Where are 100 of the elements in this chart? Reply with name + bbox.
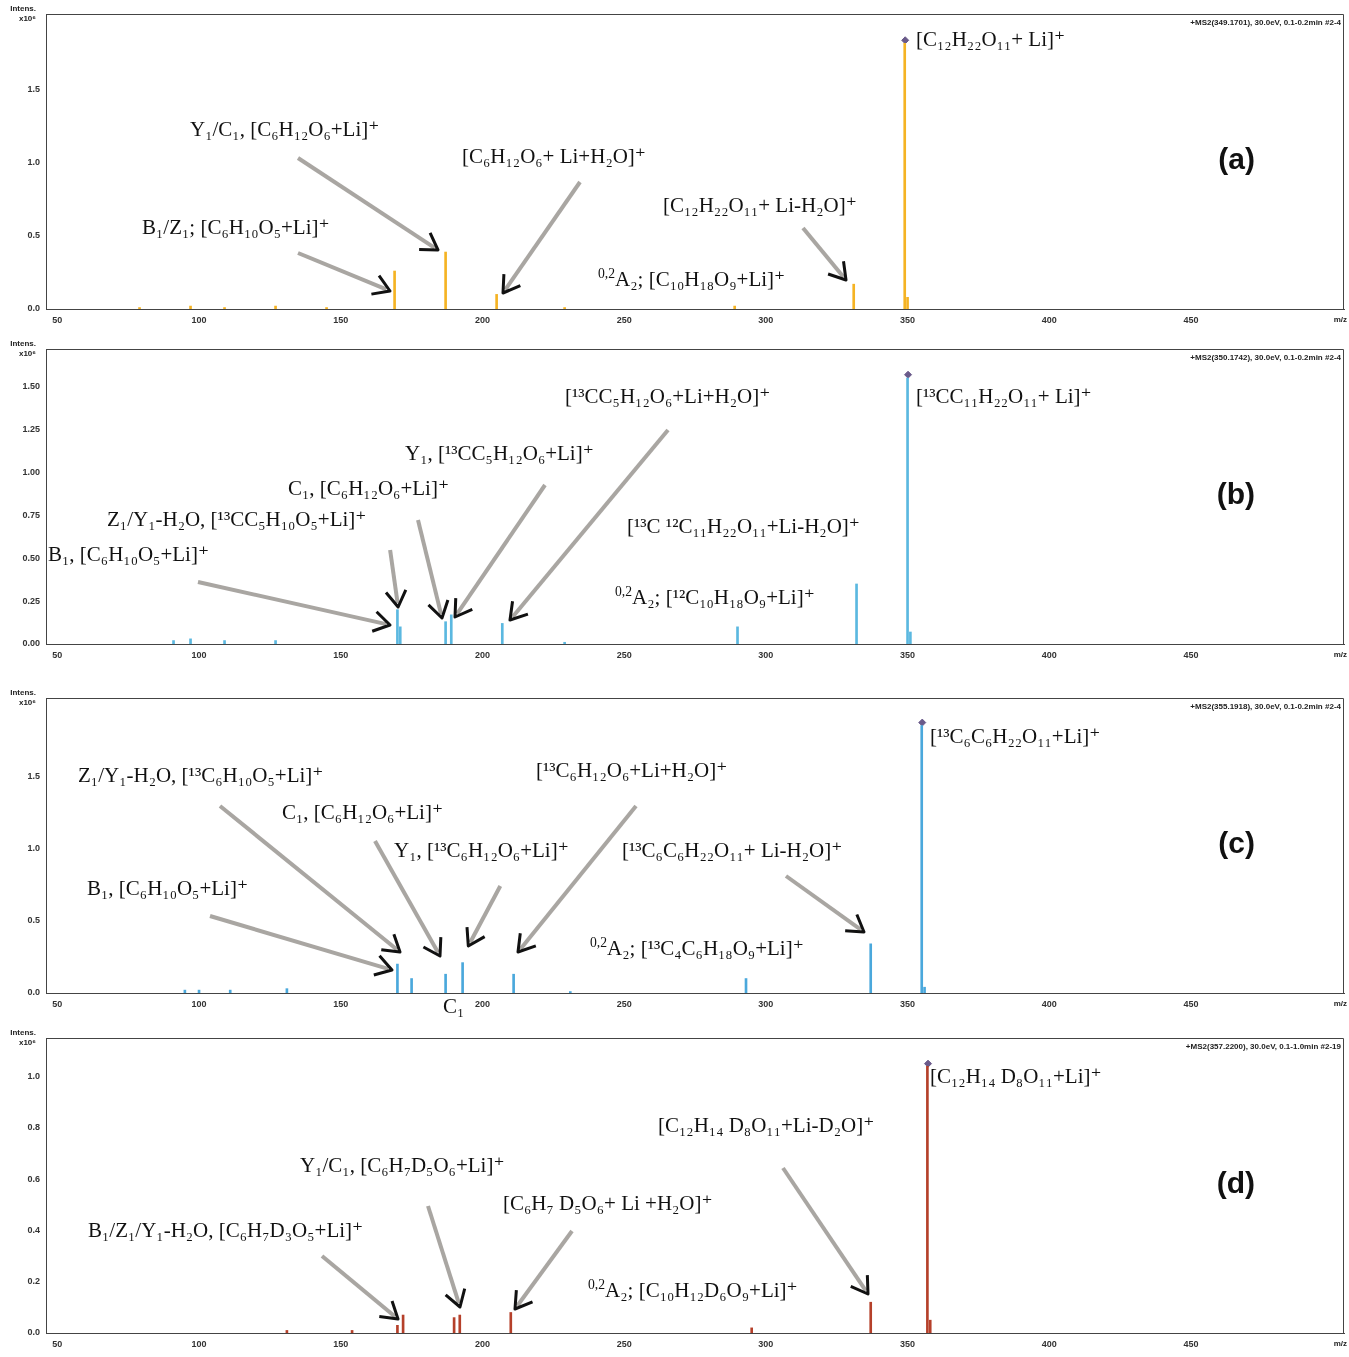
annotation: B₁/Z₁/Y₁-H₂O, [C₆H₇D₃O₅+Li]⁺ <box>88 1218 364 1243</box>
x-tick-label: 150 <box>333 998 349 1009</box>
y-tick-label: 0.00 <box>22 638 40 649</box>
x-tick-label: 250 <box>616 998 632 1009</box>
annotation: [C₁₂H₂₂O₁₁+ Li-H₂O]⁺ <box>663 193 857 218</box>
bar <box>396 1324 399 1333</box>
x-tick-label: 150 <box>333 314 349 325</box>
bar <box>189 638 192 644</box>
bar <box>736 626 739 644</box>
annotation: Y₁, [¹³CC₅H₁₂O₆+Li]⁺ <box>405 441 594 466</box>
y-tick-label: 1.25 <box>22 424 40 435</box>
annotation: C₁, [C₆H₁₂O₆+Li]⁺ <box>288 476 450 501</box>
annotation: [C₆H₁₂O₆+ Li+H₂O]⁺ <box>462 144 646 169</box>
x-tick-label: 400 <box>1041 1338 1057 1349</box>
text: (a) <box>1218 142 1255 176</box>
bar <box>274 640 277 644</box>
x-tick-label: 150 <box>333 1338 349 1349</box>
y-tick-label: 1.5 <box>27 84 40 95</box>
bar <box>444 973 447 993</box>
bar <box>509 1312 513 1333</box>
y-tick-label: 0.4 <box>27 1224 40 1235</box>
x-tick-label: 400 <box>1041 649 1057 660</box>
x-tick-label: 50 <box>52 998 63 1009</box>
x-tick-label: 250 <box>616 649 632 660</box>
y-tick-label: 0.0 <box>27 303 40 314</box>
x-tick-label: 200 <box>474 998 490 1009</box>
x-tick-label: 350 <box>900 1338 916 1349</box>
y-tick-label: 0.0 <box>27 1327 40 1338</box>
x-tick-label: 300 <box>758 998 774 1009</box>
y-tick-label: 0.75 <box>22 509 40 520</box>
y-tick-label: 0.8 <box>27 1122 40 1133</box>
bar <box>495 294 498 309</box>
annotation: B₁, [C₆H₁₀O₅+Li]⁺ <box>48 542 210 567</box>
bar <box>852 283 856 309</box>
annotation: Y₁/C₁, [C₆H₁₂O₆+Li]⁺ <box>190 117 380 142</box>
annotation: Y₁/C₁, [C₆H₇D₅O₆+Li]⁺ <box>300 1153 505 1178</box>
x-tick-label: 400 <box>1041 998 1057 1009</box>
y-tick-label: 1.00 <box>22 466 40 477</box>
bar <box>228 989 232 993</box>
x-tick-label: 50 <box>52 1338 63 1349</box>
y-axis-title: Intens. x10⁶ <box>9 688 36 709</box>
x-tick-label: 100 <box>191 649 207 660</box>
text: (b) <box>1216 477 1255 511</box>
x-tick-label: 50 <box>52 649 63 660</box>
bar <box>396 609 399 644</box>
bar <box>461 962 464 993</box>
bar <box>410 978 413 993</box>
x-tick-label: 100 <box>191 998 207 1009</box>
annotation: Z₁/Y₁-H₂O, [¹³CC₅H₁₀O₅+Li]⁺ <box>107 507 367 532</box>
x-tick-label: 350 <box>900 998 916 1009</box>
y-tick-label: 1.0 <box>27 157 40 168</box>
x-tick-label: 450 <box>1183 314 1199 325</box>
y-tick-label: 1.50 <box>22 381 40 392</box>
bar <box>869 943 873 993</box>
y-tick-label: 0.5 <box>27 230 40 241</box>
annotation: $^{0,2}$A₂; [¹³C₄C₆H₁₈O₉+Li]⁺ <box>590 935 804 961</box>
x-tick-label: 450 <box>1183 998 1199 1009</box>
text: +MS2(357.2200), 30.0eV, 0.1-1.0min #2-19 <box>1185 1042 1341 1051</box>
bar <box>906 377 909 644</box>
annotation: B₁, [C₆H₁₀O₅+Li]⁺ <box>87 876 249 901</box>
x-tick-label: 300 <box>758 314 774 325</box>
y-tick-label: 0.5 <box>27 915 40 926</box>
bar <box>449 614 453 644</box>
x-tick-label: 200 <box>474 314 490 325</box>
bar <box>274 305 277 309</box>
annotation: [C₁₂H₁₄ D₈O₁₁+Li-D₂O]⁺ <box>658 1113 875 1138</box>
x-tick-label: 300 <box>758 649 774 660</box>
y-tick-label: 0.2 <box>27 1276 40 1287</box>
y-axis-title: Intens. x10⁶ <box>9 1028 36 1049</box>
y-tick-label: 0.50 <box>22 552 40 563</box>
bar <box>512 973 515 993</box>
annotation: [¹³C ¹²C₁₁H₂₂O₁₁+Li-H₂O]⁺ <box>627 514 860 539</box>
x-tick-label: 200 <box>474 649 490 660</box>
bar <box>750 1327 754 1333</box>
bar <box>189 305 192 309</box>
x-tick-label: 400 <box>1041 314 1057 325</box>
y-tick-label: 1.0 <box>27 842 40 853</box>
bar <box>458 1314 462 1333</box>
x-tick-label: 450 <box>1183 1338 1199 1349</box>
x-axis-title: m/z <box>1333 315 1347 324</box>
text: (d) <box>1216 1166 1255 1200</box>
y-tick-label: 0.6 <box>27 1173 40 1184</box>
bar <box>869 1301 873 1333</box>
text: (c) <box>1218 826 1255 860</box>
annotation: C₁ <box>443 994 465 1019</box>
x-tick-label: 200 <box>474 1338 490 1349</box>
y-axis-title: Intens. x10⁶ <box>9 4 36 25</box>
annotation: [¹³C₆H₁₂O₆+Li+H₂O]⁺ <box>536 758 728 783</box>
bar <box>444 621 447 644</box>
bar <box>500 623 504 644</box>
annotation: [¹³C₆C₆H₂₂O₁₁+ Li-H₂O]⁺ <box>622 838 843 863</box>
bar <box>733 305 737 309</box>
x-axis-title: m/z <box>1333 1339 1347 1348</box>
bar <box>223 640 226 644</box>
x-tick-label: 100 <box>191 1338 207 1349</box>
annotation: B₁/Z₁; [C₆H₁₀O₅+Li]⁺ <box>142 215 330 240</box>
annotation: [C₁₂H₂₂O₁₁+ Li]⁺ <box>916 27 1066 52</box>
bar <box>444 251 447 309</box>
annotation: Y₁, [¹³C₆H₁₂O₆+Li]⁺ <box>394 838 569 863</box>
annotation: [¹³C₆C₆H₂₂O₁₁+Li]⁺ <box>930 724 1101 749</box>
